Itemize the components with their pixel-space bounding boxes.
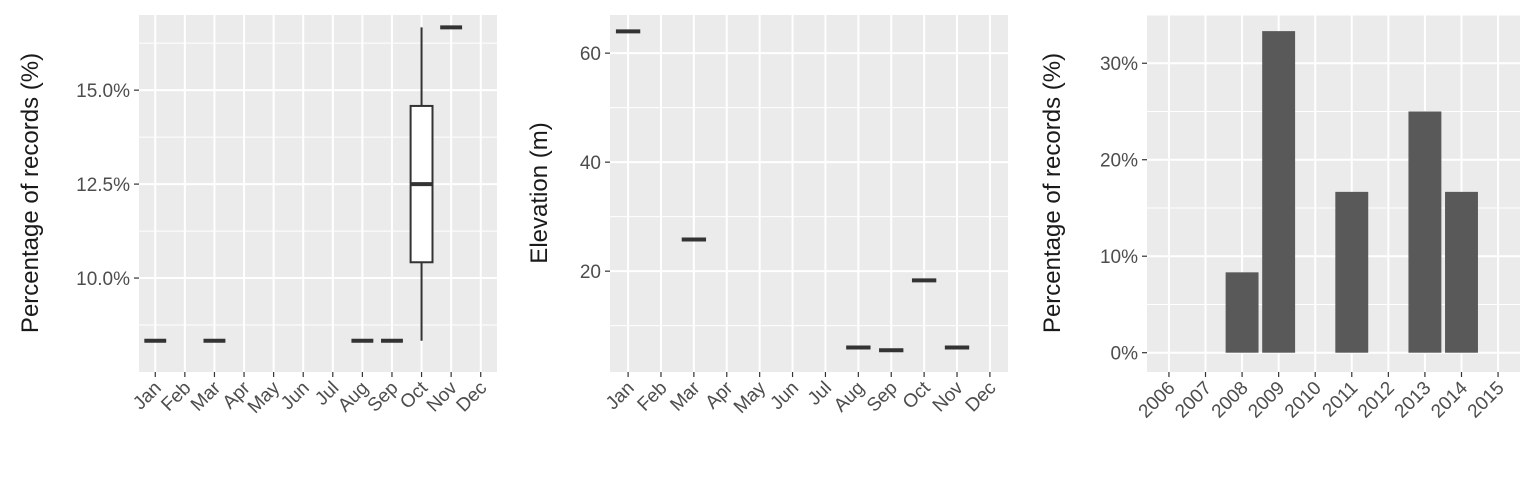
y-tick-label: 60 — [580, 44, 601, 65]
x-tick-label: Oct — [396, 377, 432, 413]
x-tick-label: Jul — [804, 378, 836, 410]
x-tick-label: 2015 — [1464, 378, 1509, 423]
x-tick-label: Apr — [702, 377, 738, 413]
x-tick-label: Jan — [602, 378, 639, 415]
x-tick-label: Jan — [129, 378, 166, 415]
bar — [1335, 191, 1369, 353]
x-tick-label: Jun — [767, 378, 804, 415]
box-marks — [615, 29, 970, 353]
bar — [1408, 111, 1442, 353]
x-tick-label: May — [730, 377, 771, 418]
y-tick-label: 40 — [580, 153, 601, 174]
bar — [1445, 191, 1478, 353]
y-tick-labels: 20 40 60 — [580, 44, 601, 283]
bar — [1225, 272, 1259, 353]
y-tick-label: 20% — [1100, 151, 1138, 172]
y-tick-label: 0% — [1111, 344, 1139, 365]
y-axis-title: Percentage of records (%) — [1039, 53, 1066, 333]
gridlines — [605, 15, 1008, 377]
x-tick-label: 2007 — [1171, 378, 1216, 423]
x-tick-label: Dec — [962, 378, 1001, 417]
x-tick-label: 2008 — [1208, 378, 1253, 423]
x-tick-label: 2010 — [1281, 378, 1326, 423]
x-tick-label: Feb — [634, 378, 672, 416]
x-tick-label: Feb — [157, 378, 195, 416]
x-tick-label: Jun — [277, 378, 314, 415]
bar — [1262, 31, 1296, 353]
x-tick-label: Sep — [863, 378, 902, 417]
y-tick-label: 20 — [580, 262, 601, 283]
x-tick-label: Oct — [899, 377, 935, 413]
y-tick-label: 10% — [1100, 247, 1138, 268]
x-tick-label: Mar — [666, 377, 704, 415]
x-tick-label: 2011 — [1319, 378, 1363, 422]
x-tick-label: Nov — [929, 377, 968, 416]
x-tick-label: Dec — [453, 378, 492, 417]
x-tick-label: 2014 — [1427, 377, 1472, 422]
x-tick-label: 2006 — [1135, 378, 1180, 423]
box-marks — [144, 25, 463, 343]
bar-marks — [1225, 31, 1478, 353]
x-tick-label: 2012 — [1354, 378, 1399, 423]
x-tick-label: 2009 — [1244, 378, 1289, 423]
plot-background — [139, 15, 497, 372]
y-axis-title: Percentage of records (%) — [17, 53, 44, 333]
y-tick-labels: 0% 10% 20% 30% — [1100, 54, 1138, 364]
y-tick-labels: 10.0% 12.5% 15.0% — [76, 81, 130, 290]
y-tick-label: 12.5% — [76, 175, 130, 196]
y-tick-label: 15.0% — [76, 81, 130, 102]
panel-monthly-percentage: 10.0% 12.5% 15.0% JanFebMarAprMayJunJulAug… — [17, 15, 497, 418]
x-tick-label: 2013 — [1391, 378, 1436, 423]
y-tick-label: 10.0% — [76, 269, 130, 290]
panel-yearly-percentage: 0% 10% 20% 30% 2006200720082009201020112012… — [1039, 14, 1520, 422]
plot-background — [610, 15, 1008, 372]
x-tick-label: Aug — [830, 378, 869, 417]
y-tick-label: 30% — [1100, 54, 1138, 75]
y-axis-title: Elevation (m) — [526, 122, 553, 263]
